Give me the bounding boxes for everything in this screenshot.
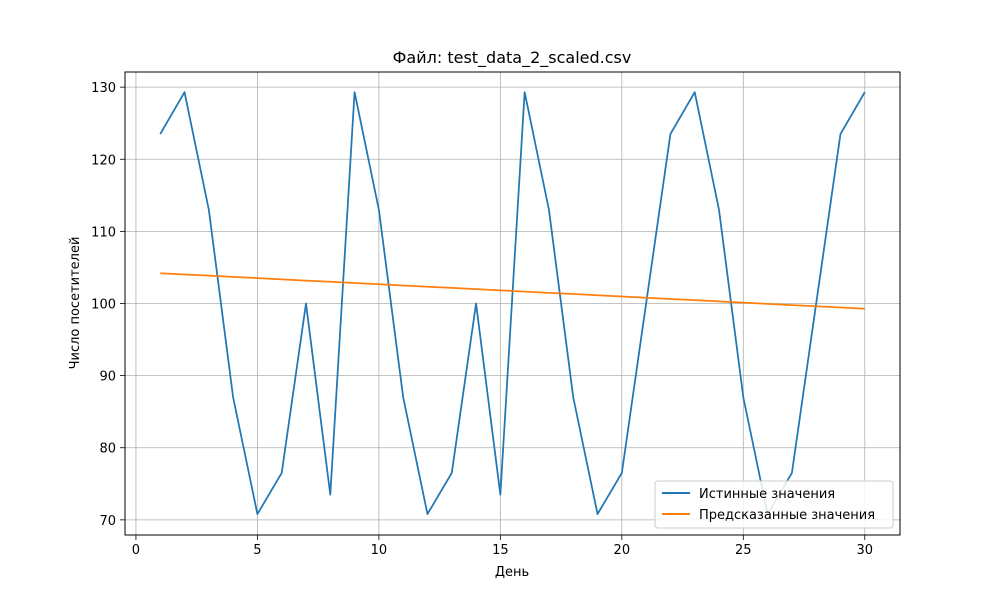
x-tick-label: 30 (856, 543, 873, 558)
ticks: 0 5 10 15 20 25 30 70 80 90 100 110 120 130 (91, 81, 873, 558)
x-tick-label: 20 (614, 543, 631, 558)
legend-label-predicted-values: Предсказанные значения (699, 508, 875, 523)
x-tick-label: 5 (253, 543, 261, 558)
y-axis-label: Число посетителей (68, 237, 83, 370)
chart-title: Файл: test_data_2_scaled.csv (393, 48, 632, 68)
y-tick-label: 80 (99, 442, 116, 457)
y-tick-label: 110 (91, 225, 116, 240)
x-tick-label: 10 (371, 543, 388, 558)
x-tick-label: 25 (735, 543, 752, 558)
series-line-true-values (159, 91, 866, 515)
legend-label-true-values: Истинные значения (699, 487, 835, 502)
y-tick-label: 120 (91, 153, 116, 168)
x-axis-label: День (495, 565, 529, 580)
y-tick-label: 100 (91, 298, 116, 313)
y-tick-label: 90 (99, 370, 116, 385)
series-line-predicted-values (160, 272, 865, 310)
x-tick-label: 0 (132, 543, 140, 558)
y-tick-label: 70 (99, 514, 116, 529)
series-layer (159, 91, 866, 515)
y-tick-label: 130 (91, 81, 116, 96)
legend: Истинные значения Предсказанные значения (654, 480, 894, 529)
x-tick-label: 15 (492, 543, 509, 558)
legend-box (654, 480, 894, 529)
